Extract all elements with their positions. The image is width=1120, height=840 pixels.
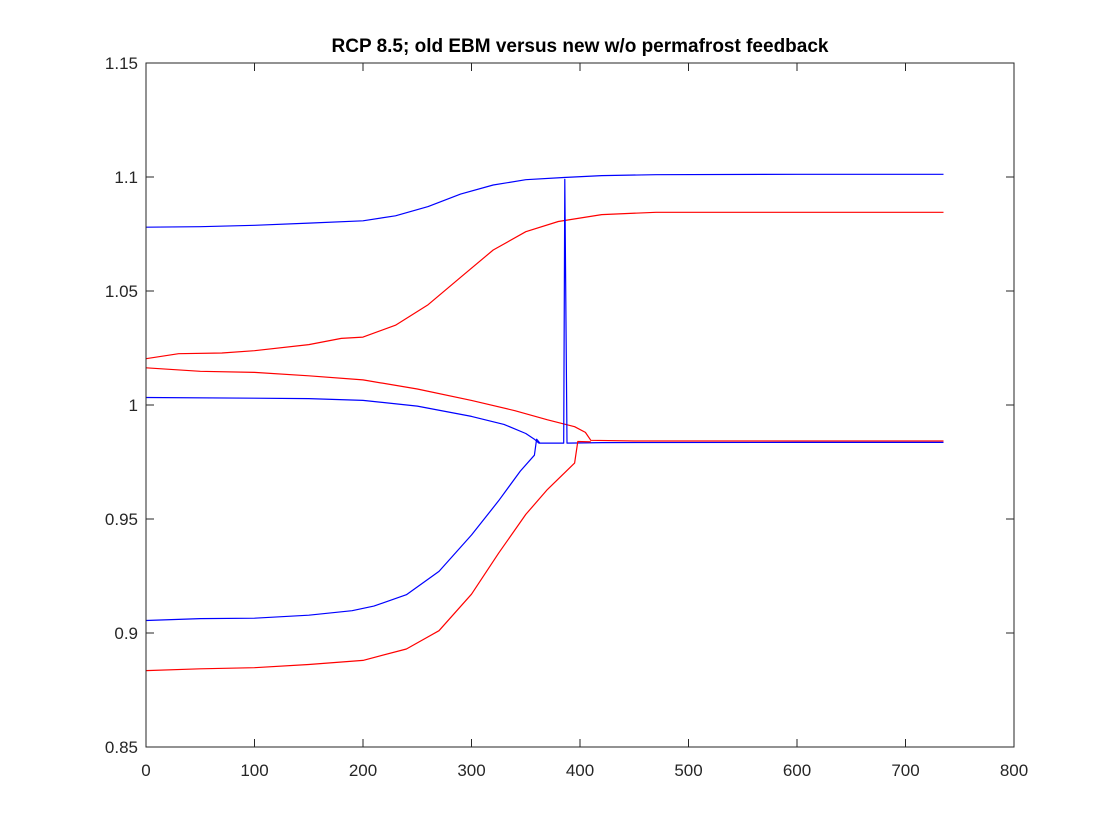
y-tick-label: 0.9 [114, 624, 138, 643]
x-tick-label: 100 [240, 761, 268, 780]
series-line-6 [145, 440, 591, 672]
x-tick-label: 200 [349, 761, 377, 780]
x-tick-label: 400 [566, 761, 594, 780]
y-tick-label: 0.85 [105, 738, 138, 757]
y-tick-label: 1.15 [105, 54, 138, 73]
x-axis: 0 100 200 300 400 500 600 700 800 [141, 63, 1028, 780]
x-tick-label: 700 [891, 761, 919, 780]
series-line-4 [145, 178, 944, 444]
x-tick-label: 500 [674, 761, 702, 780]
x-tick-label: 0 [141, 761, 150, 780]
chart-title: RCP 8.5; old EBM versus new w/o permafro… [332, 36, 829, 57]
plot-area-frame [145, 62, 1015, 748]
x-tick-label: 600 [783, 761, 811, 780]
y-tick-label: 1.05 [105, 282, 138, 301]
x-tick-label: 800 [1000, 761, 1028, 780]
series-layer [145, 173, 944, 672]
y-axis: 0.85 0.9 0.95 1 1.05 1.1 1.15 [105, 54, 1014, 757]
series-line-2 [145, 211, 944, 360]
series-line-3 [145, 367, 944, 442]
series-line-5 [145, 438, 541, 622]
y-tick-label: 1 [129, 396, 138, 415]
y-tick-label: 0.95 [105, 510, 138, 529]
series-line-1 [145, 173, 944, 228]
y-tick-label: 1.1 [114, 168, 138, 187]
x-tick-label: 300 [457, 761, 485, 780]
